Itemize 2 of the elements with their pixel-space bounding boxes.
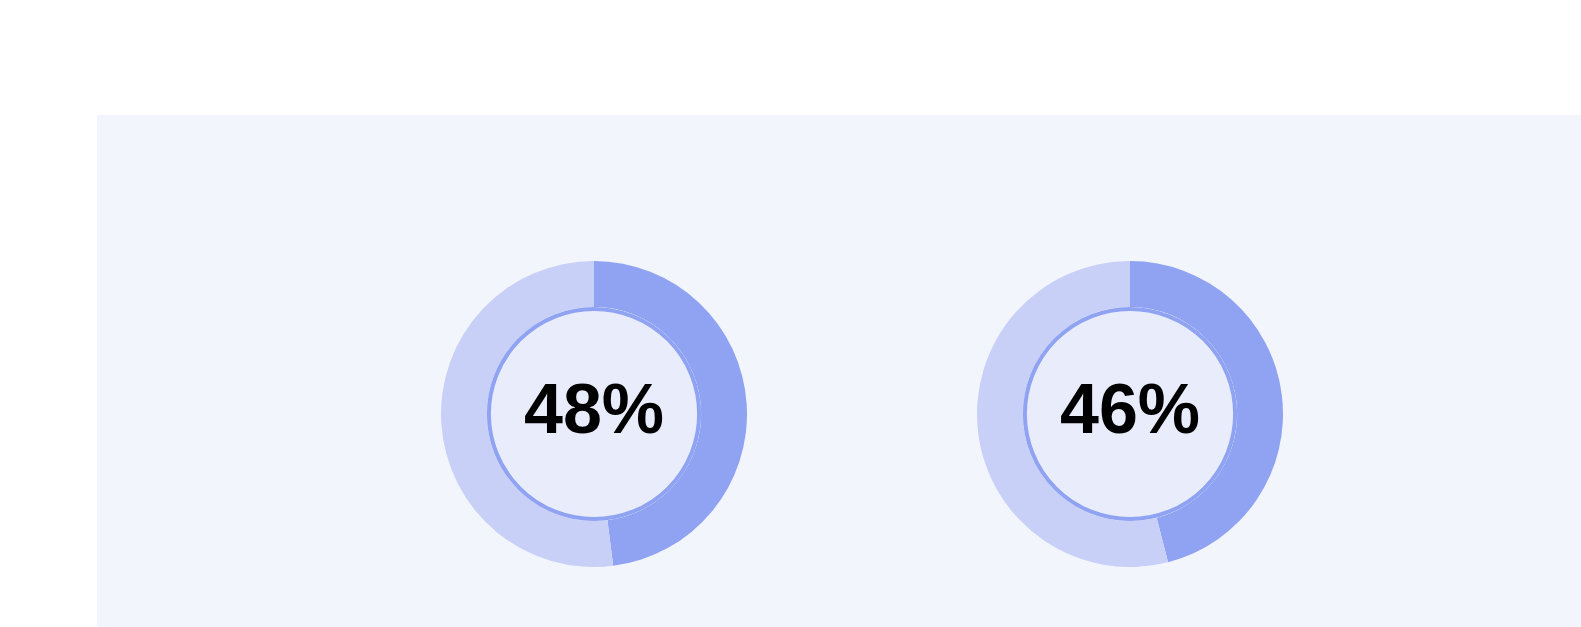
data-label: 46% xyxy=(1059,369,1201,448)
data-label: 48% xyxy=(523,369,665,448)
